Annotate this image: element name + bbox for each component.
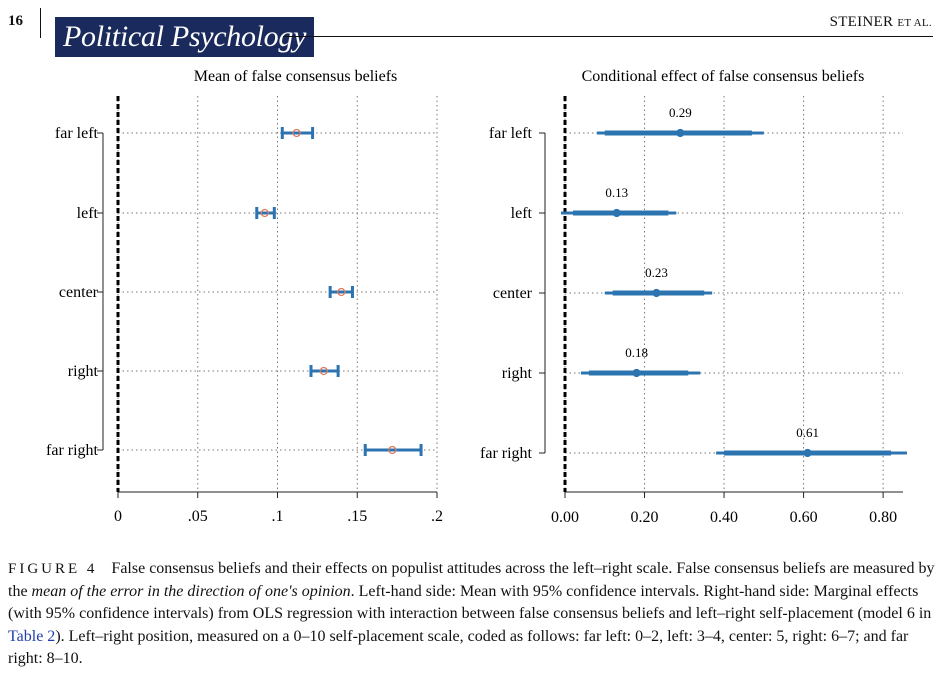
right-y-tick-label: far left: [489, 125, 533, 142]
right-effect-point: [612, 208, 621, 218]
left-y-tick-label: far left: [55, 125, 99, 142]
running-head-suffix: ET AL.: [897, 17, 932, 29]
left-x-tick-label: 0: [114, 508, 122, 525]
conditional-effect-panel: Conditional effect of false consensus be…: [480, 68, 907, 526]
figure-caption: FIGURE 4 False consensus beliefs and thei…: [8, 558, 938, 671]
journal-logo: Political Psychology: [55, 17, 315, 57]
left-x-tick-label: .1: [272, 508, 284, 525]
page-header: 16 Political Psychology STEINER ET AL.: [0, 0, 948, 60]
right-x-tick-label: 0.00: [551, 509, 579, 526]
left-mean-point: [337, 287, 346, 297]
right-x-tick-label: 0.40: [710, 509, 738, 526]
caption-text-2: . Left-hand side: Mean with 95% confiden…: [8, 582, 932, 623]
table-2-link[interactable]: Table 2: [8, 627, 56, 645]
left-y-tick-label: center: [59, 284, 99, 301]
figure-label: FIGURE 4: [8, 561, 98, 577]
right-value-label: 0.18: [625, 345, 648, 360]
left-mean-point: [292, 128, 301, 138]
left-y-tick-label: left: [77, 205, 99, 222]
right-y-tick-label: left: [511, 205, 533, 222]
caption-italic: mean of the error in the direction of on…: [31, 582, 351, 600]
right-x-tick-label: 0.80: [869, 509, 897, 526]
header-rule: [283, 36, 933, 37]
right-y-tick-label: right: [502, 365, 533, 382]
right-effect-point: [803, 448, 812, 458]
right-y-tick-label: far right: [480, 445, 533, 462]
right-x-tick-label: 0.20: [631, 509, 659, 526]
left-mean-point: [319, 366, 328, 376]
left-chart-title: Mean of false consensus beliefs: [194, 68, 398, 85]
figure-4: Mean of false consensus beliefs 0 .05 .1 .15…: [46, 68, 907, 526]
right-value-label: 0.13: [605, 185, 628, 200]
right-y-tick-label: center: [493, 285, 533, 302]
right-value-label: 0.29: [669, 105, 692, 120]
left-mean-point: [260, 208, 269, 218]
caption-text-1: False consensus beliefs and their effect…: [8, 560, 935, 600]
right-value-label: 0.61: [796, 425, 819, 440]
left-y-tick-label: far right: [46, 442, 99, 459]
right-value-label: 0.23: [645, 265, 668, 280]
right-effect-point: [652, 288, 661, 298]
header-divider: [40, 8, 41, 38]
mean-false-consensus-panel: Mean of false consensus beliefs 0 .05 .1 .15…: [46, 68, 443, 525]
running-head-author: STEINER: [829, 14, 894, 30]
right-chart-title: Conditional effect of false consensus be…: [582, 68, 865, 85]
left-x-tick-label: .15: [347, 508, 367, 525]
right-effect-point: [676, 128, 685, 138]
left-y-tick-label: right: [68, 363, 99, 380]
left-mean-point: [388, 445, 397, 455]
right-x-tick-label: 0.60: [790, 509, 818, 526]
left-x-tick-label: .05: [188, 508, 208, 525]
running-head: STEINER ET AL.: [830, 14, 932, 31]
left-x-tick-label: .2: [431, 508, 443, 525]
page-number: 16: [8, 13, 23, 29]
right-effect-point: [632, 368, 641, 378]
caption-text-3: ). Left–right position, measured on a 0–…: [8, 627, 909, 668]
